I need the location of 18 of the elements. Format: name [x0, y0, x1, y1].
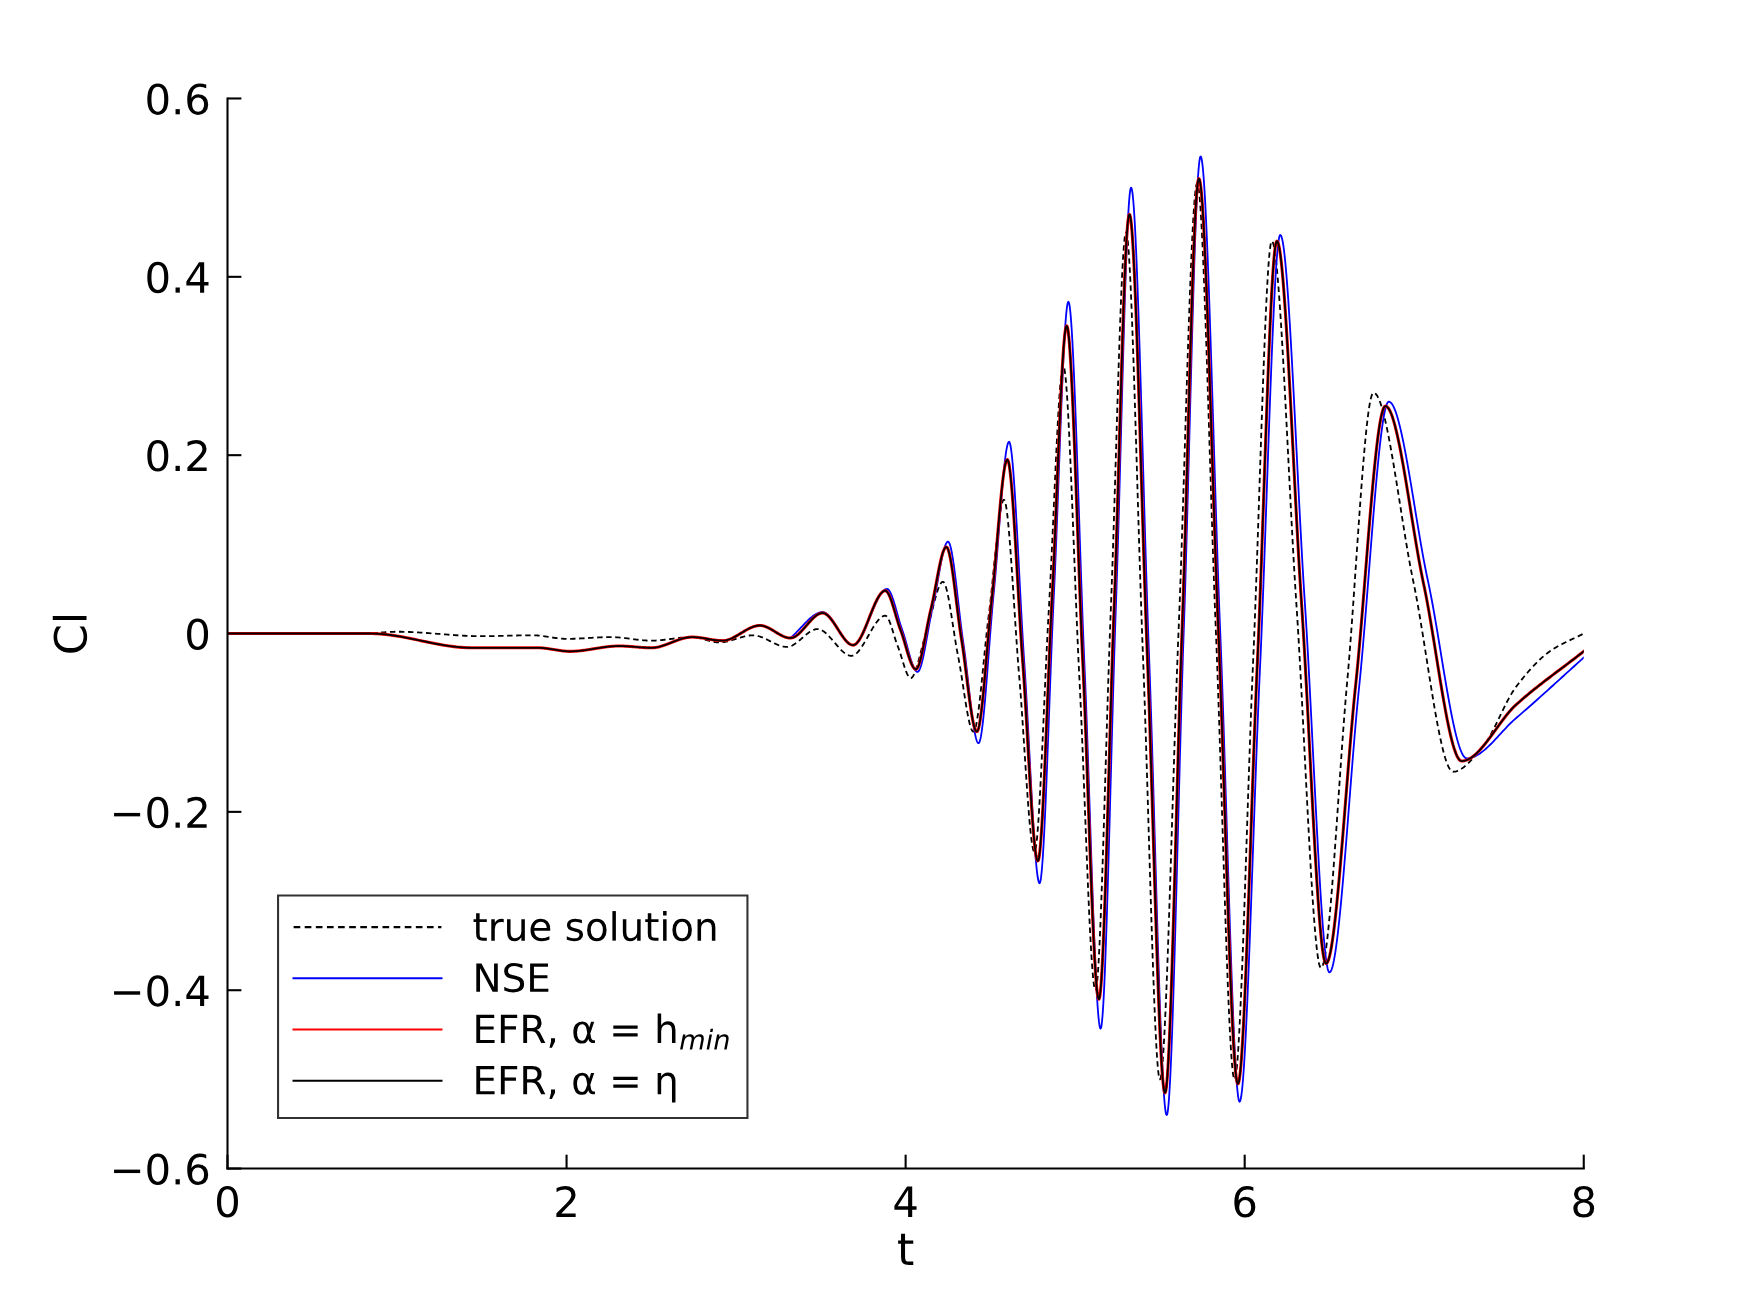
- y-tick-label: −0.6: [114, 1153, 209, 1185]
- x-tick-label: 2: [556, 1185, 576, 1217]
- legend-label: NSE: [476, 963, 549, 993]
- legend-label: EFR, α = h$_{min}$: [476, 1013, 729, 1050]
- y-tick-label: 0: [187, 618, 209, 650]
- y-tick-label: −0.4: [114, 975, 209, 1007]
- legend-label: true solution: [473, 911, 716, 942]
- x-tick-label: 4: [894, 1186, 917, 1217]
- x-tick-label: 8: [1573, 1185, 1595, 1218]
- y-axis-title: Cl: [52, 616, 88, 653]
- x-tick-label: 0: [216, 1185, 238, 1218]
- y-tick-label: 0.2: [147, 440, 207, 472]
- y-tick-label: 0.4: [147, 261, 209, 294]
- y-tick-label: −0.2: [114, 796, 207, 829]
- y-tick-label: 0.6: [147, 83, 209, 115]
- x-tick-label: 6: [1234, 1185, 1256, 1218]
- x-axis-title: t: [898, 1233, 914, 1265]
- legend-label: EFR, α = η: [476, 1066, 676, 1103]
